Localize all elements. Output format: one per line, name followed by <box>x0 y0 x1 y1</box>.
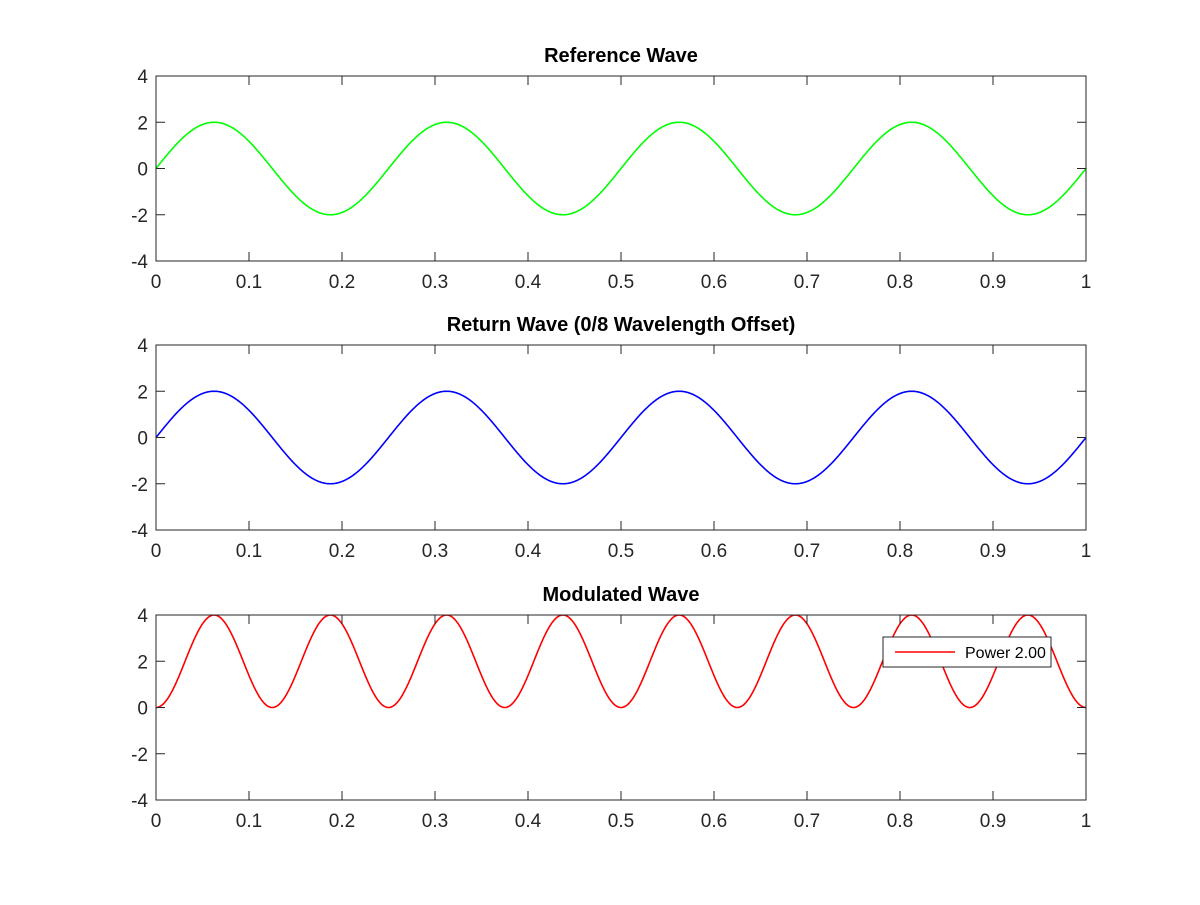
y-tick-label: 2 <box>137 113 148 134</box>
x-tick-label: 0.9 <box>980 811 1006 832</box>
y-tick-label: 4 <box>137 67 148 88</box>
x-tick-label: 1 <box>1081 811 1092 832</box>
x-tick-label: 0.2 <box>329 272 355 293</box>
x-tick-label: 0.1 <box>236 541 262 562</box>
y-tick-label: 2 <box>137 382 148 403</box>
legend: Power 2.00 <box>882 636 1052 668</box>
x-tick-label: 0 <box>151 541 162 562</box>
x-tick-label: 0.3 <box>422 541 448 562</box>
x-tick-label: 0.6 <box>701 541 727 562</box>
x-tick-label: 0.7 <box>794 272 820 293</box>
x-tick-label: 0.7 <box>794 541 820 562</box>
x-tick-label: 0.2 <box>329 811 355 832</box>
y-tick-label: -4 <box>131 791 148 812</box>
x-tick-label: 0.5 <box>608 541 634 562</box>
x-tick-label: 0.9 <box>980 272 1006 293</box>
y-tick-label: 0 <box>137 699 148 720</box>
y-tick-label: -4 <box>131 252 148 273</box>
x-tick-label: 0.7 <box>794 811 820 832</box>
subplot-title: Modulated Wave <box>542 584 699 606</box>
x-tick-label: 1 <box>1081 541 1092 562</box>
subplot-3: Modulated Wave 0 0.1 0.2 0.3 0.4 0.5 0.6 0.7 0.8 0… <box>131 584 1091 832</box>
x-tick-label: 0.8 <box>887 272 913 293</box>
y-tick-label: 0 <box>137 160 148 181</box>
subplot-title: Reference Wave <box>544 45 698 67</box>
y-tick-label: -2 <box>131 206 148 227</box>
subplot-2: Return Wave (0/8 Wavelength Offset) 0 0.1 0… <box>131 314 1091 562</box>
y-tick-label: -2 <box>131 745 148 766</box>
x-tick-label: 0.5 <box>608 272 634 293</box>
x-tick-label: 0.6 <box>701 272 727 293</box>
legend-label: Power 2.00 <box>965 645 1046 662</box>
x-tick-label: 0.4 <box>515 541 542 562</box>
x-tick-label: 1 <box>1081 272 1092 293</box>
y-tick-label: -2 <box>131 475 148 496</box>
y-tick-label: 0 <box>137 429 148 450</box>
x-tick-label: 0.1 <box>236 811 262 832</box>
y-tick-label: 4 <box>137 606 148 627</box>
x-tick-label: 0.8 <box>887 811 913 832</box>
x-tick-label: 0 <box>151 272 162 293</box>
series-line <box>156 390 1086 485</box>
x-tick-label: 0.3 <box>422 811 448 832</box>
x-tick-label: 0 <box>151 811 162 832</box>
subplot-title: Return Wave (0/8 Wavelength Offset) <box>447 314 796 336</box>
x-tick-label: 0.5 <box>608 811 634 832</box>
x-tick-label: 0.4 <box>515 272 542 293</box>
series-line <box>156 121 1086 216</box>
x-tick-label: 0.1 <box>236 272 262 293</box>
x-tick-label: 0.6 <box>701 811 727 832</box>
x-tick-label: 0.8 <box>887 541 913 562</box>
y-tick-label: 4 <box>137 336 148 357</box>
y-tick-label: -4 <box>131 521 148 542</box>
x-tick-label: 0.2 <box>329 541 355 562</box>
x-tick-label: 0.3 <box>422 272 448 293</box>
x-tick-label: 0.4 <box>515 811 542 832</box>
x-tick-label: 0.9 <box>980 541 1006 562</box>
y-tick-label: 2 <box>137 652 148 673</box>
subplot-1: Reference Wave 0 0.1 0.2 0.3 0.4 0.5 0.6 0.7 0.8 0… <box>131 45 1091 293</box>
